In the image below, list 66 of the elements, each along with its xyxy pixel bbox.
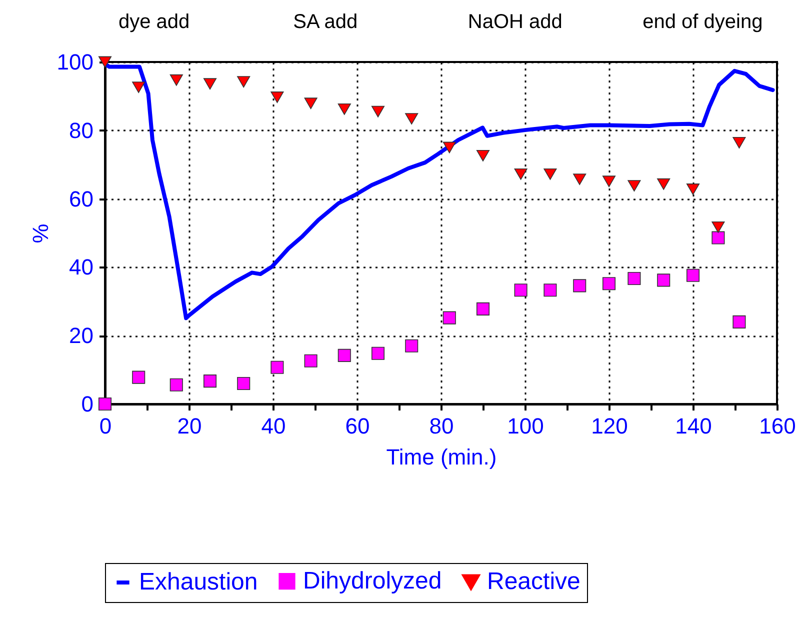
x-axis-title: Time (min.) xyxy=(386,444,497,470)
point xyxy=(573,279,586,292)
point xyxy=(602,277,616,290)
point xyxy=(98,56,112,68)
point xyxy=(657,274,670,287)
point xyxy=(573,174,586,186)
point xyxy=(602,176,616,188)
point xyxy=(514,168,528,180)
point xyxy=(371,346,385,360)
y-tick-label: 0 xyxy=(81,392,94,416)
point xyxy=(371,106,385,118)
point xyxy=(544,284,557,297)
y-tick-label: 80 xyxy=(69,118,94,143)
x-tick-label: 160 xyxy=(759,414,796,438)
text: end of dyeing xyxy=(642,11,763,33)
point xyxy=(170,74,183,86)
point xyxy=(442,311,456,324)
point xyxy=(338,348,351,362)
legend-label: Dihydrolyzed xyxy=(303,567,442,594)
point xyxy=(712,221,725,233)
point xyxy=(270,92,284,103)
point xyxy=(405,113,418,124)
x-tick-label: 60 xyxy=(345,414,370,438)
point xyxy=(98,397,112,411)
point xyxy=(686,184,700,195)
point xyxy=(203,78,217,90)
point xyxy=(304,354,318,368)
point xyxy=(442,142,456,154)
legend-label: Exhaustion xyxy=(139,568,258,596)
y-tick-label: 40 xyxy=(69,254,94,280)
x-tick-label: 120 xyxy=(591,414,628,438)
y-tick-label: 60 xyxy=(69,186,94,212)
point xyxy=(657,178,670,190)
point xyxy=(686,268,700,282)
point xyxy=(304,98,318,110)
x-tick-label: 80 xyxy=(429,414,454,438)
point xyxy=(712,231,725,244)
x-tick-label: 20 xyxy=(177,414,202,438)
point xyxy=(270,360,284,374)
text: dye add xyxy=(118,11,190,33)
point xyxy=(732,315,746,328)
point xyxy=(476,150,490,162)
text: NaOH add xyxy=(468,11,562,33)
text: SA add xyxy=(293,11,358,33)
point xyxy=(628,272,641,286)
point xyxy=(237,376,250,390)
point xyxy=(544,168,557,180)
x-tick-label: 100 xyxy=(507,414,544,438)
point xyxy=(237,76,250,88)
y-axis-title: % xyxy=(28,224,53,244)
point xyxy=(203,374,217,388)
point xyxy=(405,339,418,352)
point xyxy=(476,302,490,316)
y-tick-label: 100 xyxy=(56,50,94,74)
point xyxy=(338,103,351,115)
point xyxy=(132,82,146,94)
point xyxy=(132,370,146,384)
point xyxy=(628,180,641,192)
x-tick-label: 140 xyxy=(675,414,712,438)
x-tick-label: 0 xyxy=(99,414,112,438)
y-tick-label: 20 xyxy=(69,323,94,348)
point xyxy=(732,137,746,148)
point xyxy=(170,378,183,392)
point xyxy=(514,284,528,297)
x-tick-label: 40 xyxy=(261,414,286,438)
legend-label: Reactive xyxy=(487,568,580,595)
